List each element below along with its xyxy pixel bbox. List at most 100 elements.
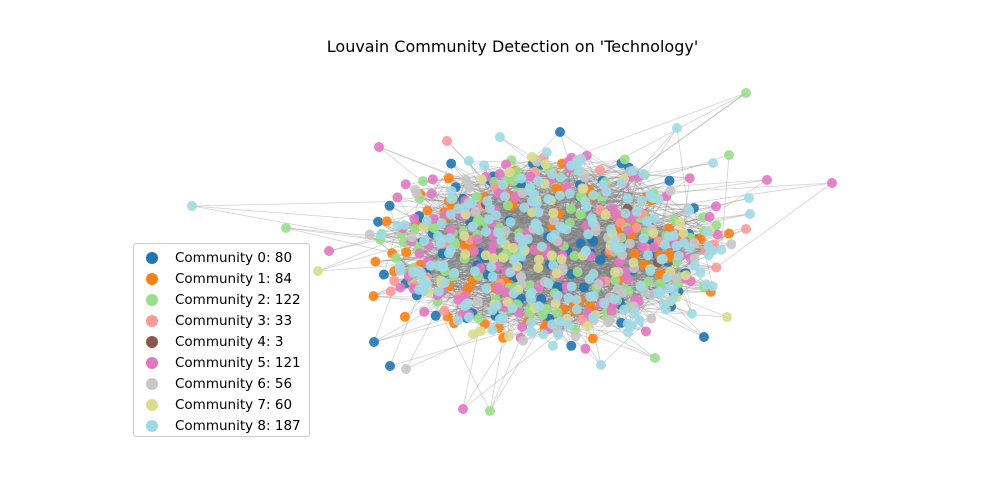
node-community-8 (525, 290, 536, 300)
legend-item-community-5: Community 5: 121 (134, 352, 309, 373)
node-community-8 (667, 293, 678, 304)
edge (465, 213, 698, 240)
node-community-5 (409, 213, 420, 224)
edge (538, 212, 593, 221)
node-community-8 (549, 229, 560, 240)
node-community-8 (662, 272, 673, 283)
edge (328, 238, 381, 252)
node-community-8 (629, 307, 640, 318)
node-community-3 (595, 165, 605, 176)
node-community-8 (531, 198, 542, 209)
node-community-8 (538, 329, 549, 340)
node-community-1 (422, 205, 433, 216)
node-community-8 (671, 240, 682, 251)
node-community-8 (583, 229, 594, 240)
edge (547, 167, 684, 234)
chart-title: Louvain Community Detection on 'Technolo… (326, 37, 699, 56)
node-community-5 (607, 203, 618, 214)
node-community-8 (543, 194, 554, 205)
node-community-7 (498, 252, 509, 263)
node-community-6 (472, 296, 483, 307)
node-community-8 (547, 340, 558, 351)
edge (514, 167, 571, 172)
edge (571, 157, 651, 201)
edge (421, 276, 491, 412)
node-community-1 (587, 333, 598, 344)
edge (559, 92, 747, 227)
legend-label: Community 8: 187 (175, 417, 301, 434)
edge (424, 226, 635, 285)
node-community-5 (426, 188, 437, 199)
node-community-8 (580, 246, 591, 257)
node-community-8 (419, 235, 430, 246)
node-community-7 (628, 257, 639, 268)
node-community-0 (578, 282, 589, 293)
node-community-8 (445, 209, 456, 220)
legend-marker-icon (146, 314, 158, 327)
node-community-8 (479, 160, 489, 171)
node-community-8 (487, 324, 498, 335)
node-community-3 (389, 275, 400, 286)
node-community-8 (517, 241, 528, 251)
node-community-0 (555, 127, 565, 137)
node-community-8 (586, 213, 597, 224)
node-community-8 (435, 238, 446, 248)
node-community-5 (500, 287, 511, 298)
node-community-5 (488, 239, 499, 250)
node-community-8 (574, 166, 584, 177)
node-community-8 (598, 179, 609, 190)
edge (423, 262, 634, 292)
node-community-2 (643, 276, 654, 287)
node-community-8 (500, 191, 510, 202)
node-community-8 (505, 267, 516, 278)
node-community-8 (530, 218, 541, 229)
node-community-8 (536, 241, 547, 252)
node-community-8 (645, 191, 656, 202)
node-community-8 (452, 315, 463, 326)
node-community-7 (600, 209, 611, 220)
node-community-6 (665, 185, 676, 196)
node-community-8 (638, 168, 649, 179)
node-community-0 (446, 158, 457, 169)
node-community-8 (668, 230, 679, 241)
edge (488, 219, 555, 236)
edge (441, 238, 706, 251)
node-community-6 (624, 238, 635, 249)
edge (507, 205, 543, 248)
node-community-8 (616, 178, 627, 189)
node-community-5 (622, 274, 633, 285)
node-community-7 (460, 249, 471, 260)
node-community-8 (588, 190, 599, 201)
node-community-5 (525, 171, 536, 182)
node-community-0 (385, 361, 395, 371)
node-community-8 (745, 209, 755, 219)
node-community-5 (623, 225, 633, 236)
node-community-2 (569, 250, 580, 261)
node-community-8 (619, 304, 630, 315)
legend-item-community-2: Community 2: 122 (134, 289, 309, 310)
legend-label: Community 7: 60 (175, 396, 293, 413)
legend-label: Community 1: 84 (175, 270, 293, 287)
node-community-2 (399, 237, 409, 248)
node-community-5 (472, 234, 483, 245)
node-community-7 (680, 270, 691, 281)
node-community-8 (552, 290, 563, 301)
edge (559, 237, 609, 322)
node-community-8 (672, 123, 682, 133)
node-community-8 (606, 224, 616, 235)
node-community-6 (410, 184, 421, 195)
legend-marker-icon (146, 377, 158, 390)
node-community-6 (401, 364, 411, 374)
node-community-1 (381, 216, 392, 227)
node-community-6 (364, 229, 375, 240)
edge (490, 180, 670, 234)
node-community-8 (631, 206, 642, 217)
node-community-8 (446, 194, 457, 204)
node-community-7 (313, 266, 323, 276)
edge (399, 194, 421, 271)
edge (492, 265, 556, 273)
node-community-0 (566, 340, 577, 351)
node-community-8 (596, 360, 606, 370)
node-community-8 (620, 208, 631, 219)
node-community-5 (529, 244, 540, 255)
